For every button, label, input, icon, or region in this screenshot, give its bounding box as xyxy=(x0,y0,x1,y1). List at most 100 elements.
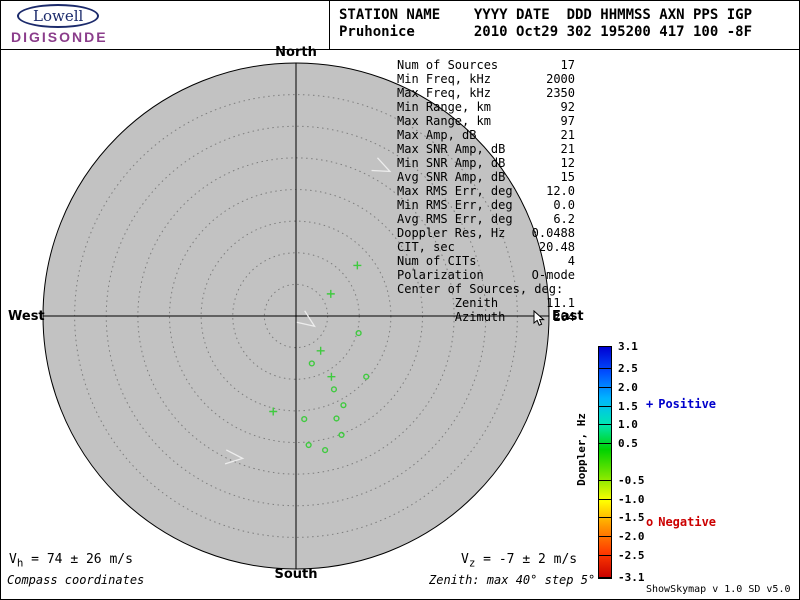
stat-label: Avg SNR Amp, dB xyxy=(397,170,506,184)
source-point-negative xyxy=(338,431,345,439)
colorbar-tick xyxy=(598,480,612,481)
vz-subscript: z xyxy=(468,556,476,570)
stat-label: Polarization xyxy=(397,268,484,282)
colorbar-tick xyxy=(598,499,612,500)
source-point-negative xyxy=(363,373,370,380)
source-point-positive xyxy=(353,261,362,270)
source-point-positive xyxy=(269,407,278,416)
compass-label-west: West xyxy=(8,309,45,324)
colorbar-title: Doppler, Hz xyxy=(575,413,588,486)
stat-value: 21 xyxy=(560,142,575,156)
colorbar-tick xyxy=(598,424,612,425)
colorbar-tick-label: 2.5 xyxy=(618,362,638,375)
stat-label: Doppler Res, Hz xyxy=(397,226,506,240)
legend-positive: + Positive xyxy=(646,397,716,411)
stat-row: Min Range, km 92 xyxy=(397,100,575,114)
colorbar-tick xyxy=(598,555,612,556)
stat-label: Max Amp, dB xyxy=(397,128,477,142)
compass-label-east: East xyxy=(552,309,584,324)
stat-label: Max Range, km xyxy=(397,114,491,128)
colorbar-tick-area: 3.1 2.5 2.0 1.5 1.0 0.5 -0.5 -1.0 -1.5 -2.0 -2.5 -3… xyxy=(598,340,662,584)
stat-label: Min Range, km xyxy=(397,100,491,114)
header-values: Pruhonice 2010 Oct29 302 195200 417 100 … xyxy=(339,24,753,40)
drift-arrow xyxy=(296,310,316,328)
source-point-positive xyxy=(316,346,325,355)
stat-value: 21 xyxy=(560,128,575,142)
colorbar-tick-label: -1.5 xyxy=(618,511,645,524)
vz-symbol: V xyxy=(461,552,469,567)
colorbar-tick-label: 0.5 xyxy=(618,437,638,450)
drift-arrow xyxy=(224,449,245,465)
stat-value: 92 xyxy=(560,100,575,114)
source-point-negative xyxy=(340,402,347,409)
stat-value: 12 xyxy=(560,156,575,170)
colorbar-tick xyxy=(598,443,612,444)
compass-label-north: North xyxy=(275,45,317,60)
header-column-titles: STATION NAME YYYY DATE DDD HHMMSS AXN PP… xyxy=(339,7,753,23)
stat-row: Max Range, km 97 xyxy=(397,114,575,128)
stat-label: Zenith xyxy=(397,296,499,310)
vh-subscript: h xyxy=(16,556,24,570)
header-bar: Lowell DIGISONDE STATION NAME YYYY DATE … xyxy=(1,1,799,50)
stat-row: Max Amp, dB 21 xyxy=(397,128,575,142)
compass-label-south: South xyxy=(274,567,318,582)
stat-row: Min Freq, kHz 2000 xyxy=(397,72,575,86)
stat-row: Center of Sources, deg: xyxy=(397,282,575,296)
stat-value: 11.1 xyxy=(546,296,575,310)
vz-value-text: = -7 ± 2 m/s xyxy=(475,552,578,567)
colorbar-tick-label: 2.0 xyxy=(618,381,638,394)
colorbar-tick-label: -0.5 xyxy=(618,474,645,487)
stat-row: Doppler Res, Hz 0.0488 xyxy=(397,226,575,240)
stat-value: 6.2 xyxy=(553,212,575,226)
compass-coordinates-note: Compass coordinates xyxy=(7,573,145,587)
drift-arrow xyxy=(371,157,392,173)
stat-row: Max RMS Err, deg 12.0 xyxy=(397,184,575,198)
colorbar-tick-label: -3.1 xyxy=(618,571,645,584)
program-version-credit: ShowSkymap v 1.0 SD v5.0 xyxy=(646,584,791,595)
stat-row: Max SNR Amp, dB 21 xyxy=(397,142,575,156)
source-point-negative xyxy=(305,441,312,449)
station-header-table: STATION NAME YYYY DATE DDD HHMMSS AXN PP… xyxy=(339,7,752,41)
mouse-cursor xyxy=(533,310,545,326)
stat-row: Min RMS Err, deg 0.0 xyxy=(397,198,575,212)
source-point-positive xyxy=(326,289,335,298)
colorbar-tick xyxy=(598,346,612,347)
stat-value: 20.48 xyxy=(538,240,575,254)
colorbar-tick-label: 1.0 xyxy=(618,418,638,431)
stat-row: Num of Sources 17 xyxy=(397,58,575,72)
lowell-digisonde-logo: Lowell DIGISONDE xyxy=(11,4,108,45)
legend-negative-label: Negative xyxy=(658,515,717,529)
stat-label: Max RMS Err, deg xyxy=(397,184,513,198)
stat-label: Center of Sources, deg: xyxy=(397,282,564,296)
stat-label: Min Freq, kHz xyxy=(397,72,491,86)
vh-symbol: V xyxy=(9,552,17,567)
horizontal-velocity-value: Vh = 74 ± 26 m/s xyxy=(9,552,133,570)
stat-value: 2350 xyxy=(546,86,575,100)
stat-label: Num of CITs xyxy=(397,254,477,268)
legend-negative: o Negative xyxy=(646,515,716,529)
source-point-negative xyxy=(355,329,362,337)
vh-value-text: = 74 ± 26 m/s xyxy=(23,552,133,567)
stat-value: 17 xyxy=(560,58,575,72)
stat-row: Num of CITs 4 xyxy=(397,254,575,268)
colorbar-tick xyxy=(598,536,612,537)
logo-digisonde-text: DIGISONDE xyxy=(11,29,108,45)
colorbar-tick xyxy=(598,368,612,369)
source-point-negative xyxy=(308,360,315,367)
header-divider xyxy=(329,1,330,50)
stat-row: CIT, sec 20.48 xyxy=(397,240,575,254)
stat-label: Min RMS Err, deg xyxy=(397,198,513,212)
logo-lowell-text: Lowell xyxy=(17,4,100,28)
stat-row: Polarization O-mode xyxy=(397,268,575,282)
stat-value: 0.0488 xyxy=(531,226,575,240)
colorbar-tick-label: -2.0 xyxy=(618,530,645,543)
stat-label: Num of Sources xyxy=(397,58,499,72)
stat-value: 0.0 xyxy=(553,198,575,212)
circle-symbol: o xyxy=(646,515,654,529)
stat-label: CIT, sec xyxy=(397,240,455,254)
stat-value: 15 xyxy=(560,170,575,184)
stat-value: 12.0 xyxy=(546,184,575,198)
stat-label: Azimuth xyxy=(397,310,506,324)
source-point-negative xyxy=(333,415,340,422)
colorbar-tick-label: -2.5 xyxy=(618,549,645,562)
